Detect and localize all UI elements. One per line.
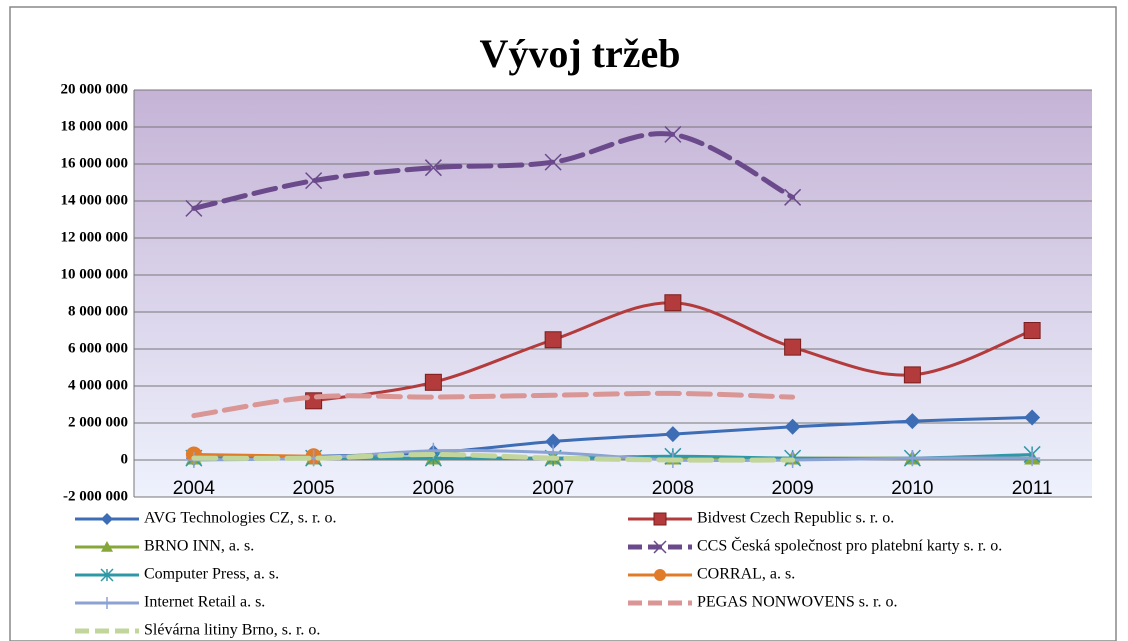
marker [1023,322,1041,339]
y-tick-label: 20 000 000 [61,81,129,97]
marker [664,294,682,312]
marker [664,426,681,443]
x-tick-label: 2010 [891,478,933,499]
y-tick-label: 10 000 000 [61,266,129,282]
marker [424,373,442,391]
legend-label: AVG Technologies CZ, s. r. o. [144,510,337,527]
chart-title: Vývoj tržeb [479,31,680,76]
x-tick-label: 2005 [292,478,334,499]
marker [544,331,562,349]
y-tick-label: 16 000 000 [61,155,129,171]
marker [1024,409,1041,426]
marker [100,568,114,582]
series-line [191,451,796,463]
marker [653,512,667,526]
series-line [191,390,796,419]
legend-label: CORRAL, a. s. [697,566,795,583]
legend-label: Bidvest Czech Republic s. r. o. [697,510,894,527]
marker [545,433,562,450]
marker [784,418,801,435]
marker [653,540,667,554]
marker [101,541,113,552]
x-tick-label: 2011 [1012,478,1053,499]
marker [904,450,921,467]
y-tick-label: 14 000 000 [61,192,129,208]
y-tick-label: 4 000 000 [68,377,128,393]
marker [903,366,921,384]
x-tick-label: 2004 [173,478,216,499]
y-tick-label: 18 000 000 [61,118,129,134]
y-tick-label: 8 000 000 [68,303,128,319]
marker [654,569,666,581]
marker [185,199,203,217]
legend-label: BRNO INN, a. s. [144,538,254,555]
legend-label: PEGAS NONWOVENS s. r. o. [697,594,897,611]
plot-area [134,90,1092,497]
marker [904,413,921,430]
marker [544,153,562,171]
x-tick-label: 2006 [412,478,454,499]
marker [101,597,113,609]
legend-label: Internet Retail a. s. [144,594,265,611]
marker [305,172,323,190]
marker [784,338,802,356]
y-tick-label: 6 000 000 [68,340,128,356]
y-tick-label: -2 000 000 [63,488,128,504]
marker [664,125,682,143]
legend-label: CCS Česká společnost pro platební karty … [697,536,1002,555]
marker [784,188,802,206]
y-tick-label: 12 000 000 [61,229,129,245]
x-tick-label: 2009 [771,478,813,499]
marker [1024,450,1041,467]
x-tick-label: 2007 [532,478,574,499]
marker [424,159,442,177]
x-tick-label: 2008 [652,478,694,499]
y-tick-label: 0 [121,451,129,467]
y-tick-label: 2 000 000 [68,414,128,430]
marker [101,513,113,525]
legend-label: Slévárna litiny Brno, s. r. o. [144,622,320,639]
series-line [191,131,796,211]
legend-label: Computer Press, a. s. [144,566,279,583]
